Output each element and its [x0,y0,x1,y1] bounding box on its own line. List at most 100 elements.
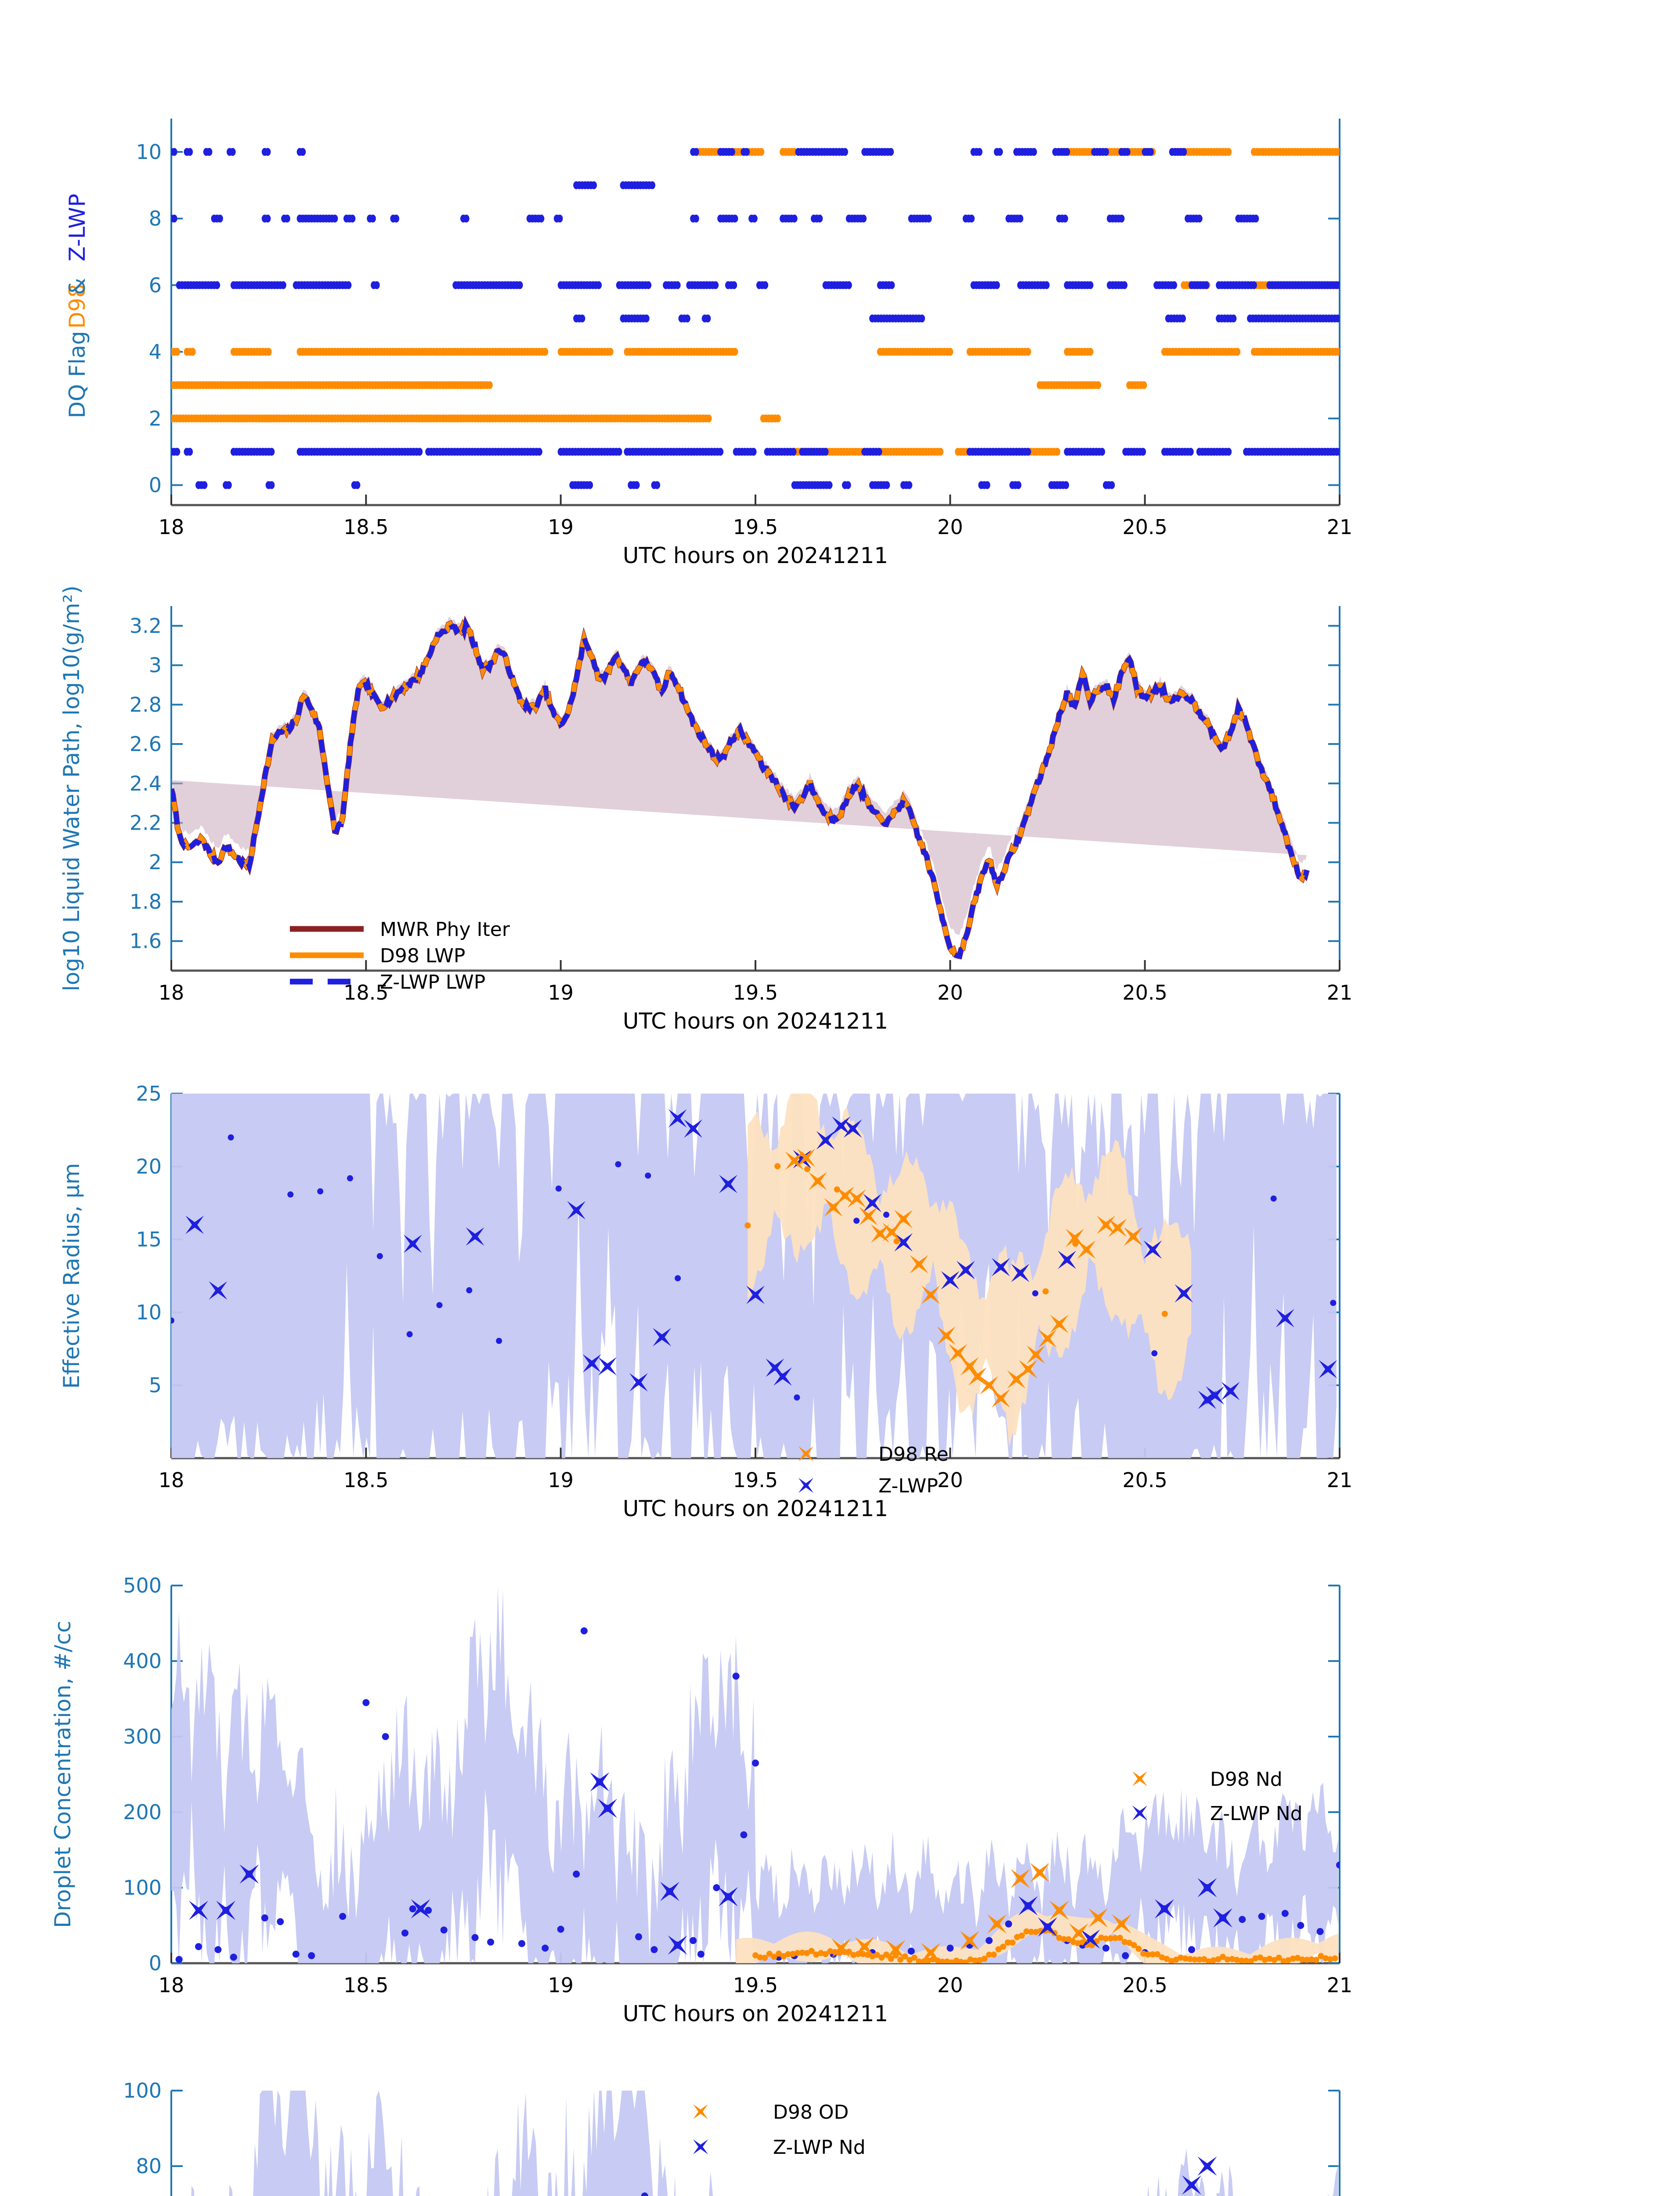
d98-point [790,1950,796,1957]
zlwp-point [1005,1920,1012,1928]
zlwp-point [1258,1913,1265,1920]
d98-point [907,1957,913,1963]
y-tick-label: 20 [136,1155,162,1178]
d98-point [1098,1934,1105,1941]
zlwp-point [986,1937,993,1944]
d98-point [804,1166,810,1173]
legend-label-2: Z-LWP LWP [380,971,485,993]
d98-x-marker [1112,1914,1131,1934]
zlwp-point [376,1253,383,1260]
d98-point [1187,1956,1193,1962]
zlwp-point [230,1954,237,1961]
d98-x-marker [980,1376,998,1394]
d98-point [925,1958,932,1963]
zlwp-x-marker [746,1286,765,1304]
d98-point [1145,1951,1151,1958]
d98-x-marker [1124,1227,1143,1246]
d98-x-marker [1019,1360,1037,1379]
d98-point [860,1951,866,1958]
d98-point [1121,1939,1128,1945]
zlwp-point [487,1938,495,1946]
zlwp-x-marker [1080,1929,1100,1949]
y-tick-label: 3.2 [130,614,162,638]
x-tick-label: 18 [159,515,184,539]
d98-point [1116,1935,1123,1941]
zlwp-uncertainty-band [171,1586,1338,1963]
d98-point [762,1954,768,1961]
zlwp-point [440,1926,448,1934]
d98-x-marker [1038,1329,1057,1348]
d98-point [1161,1311,1168,1317]
zlwp-x-marker [773,1367,792,1386]
d98-point [893,1238,900,1245]
legend-marker-0 [693,2104,708,2119]
d98-point [1023,1928,1030,1935]
d98-point [1065,1936,1072,1943]
y-tick-label: 1.8 [130,890,162,914]
y-tick-label: 8 [149,207,162,231]
d98-point [1000,1943,1006,1950]
zlwp-point [466,1287,473,1293]
y-tick-label: 2.2 [130,811,162,835]
zlwp-x-marker [582,1354,601,1373]
zlwp-x-marker [816,1131,835,1150]
y-tick-label: 4 [149,340,162,364]
zlwp-point [362,1699,370,1706]
y-axis-title: log10 Liquid Water Path, log10(g/m²) [59,585,84,991]
d98-point [1107,1935,1114,1942]
y-tick-label: 100 [123,2079,162,2102]
zlwp-point [947,1944,954,1952]
zlwp-x-marker [668,1109,687,1128]
d98-x-marker [910,1255,929,1274]
legend-marker-1 [798,1478,813,1493]
d98-x-marker [921,1943,940,1962]
d98-x-marker [886,1940,906,1960]
legend-label-0: D98 Nd [1210,1768,1283,1791]
x-tick-label: 19 [548,515,574,539]
d98-point [948,1959,955,1963]
legend-marker-0 [798,1446,813,1461]
d98-point [794,1950,801,1956]
zlwp-point [645,1172,651,1179]
d98-x-marker [960,1931,979,1950]
d98-x-marker [921,1286,940,1304]
d98-point [780,1953,787,1959]
zlwp-x-marker [1058,1250,1077,1269]
zlwp-x-marker [567,1201,586,1220]
zlwp-x-marker [894,1233,913,1252]
y-tick-label: 2 [149,407,162,430]
zlwp-point [1188,1946,1196,1954]
zlwp-point [555,1185,562,1192]
zlwp-point [542,1944,549,1952]
zlwp-point [907,1947,915,1955]
x-tick-label: 20 [937,1468,963,1492]
y-tick-label: 2.4 [130,772,162,795]
d98-point [869,1953,875,1960]
zlwp-x-marker [590,1772,610,1792]
d98-point [817,1950,824,1956]
d98-point [1322,1955,1329,1961]
y-tick-label: 500 [123,1574,162,1597]
zlwp-x-marker [653,1328,672,1347]
zlwp-x-marker [718,1887,738,1907]
legend-label-1: Z-LWP Nd [773,2136,866,2159]
zlwp-point [339,1913,347,1920]
y-tick-label: 6 [149,273,162,297]
d98-point [766,1950,773,1957]
y-tick-label: 2.6 [130,732,162,756]
d98-point [1131,1942,1137,1948]
zlwp-point [1316,1928,1324,1935]
x-axis-title: UTC hours on 20241211 [623,1008,888,1034]
zlwp-x-marker [843,1119,862,1138]
d98-point [1196,1956,1203,1963]
zlwp-x-marker [216,1900,236,1920]
x-tick-label: 18 [159,981,184,1004]
d98-point [1299,1956,1305,1963]
legend-label-0: D98 Re [878,1443,949,1466]
d98-point [1140,1950,1147,1957]
y-axis-title: Effective Radius, μm [59,1163,84,1389]
d98-x-marker [1026,1345,1045,1364]
x-tick-label: 20 [937,981,963,1004]
zlwp-uncertainty-band [191,2091,1338,2196]
zlwp-point [580,1627,588,1635]
